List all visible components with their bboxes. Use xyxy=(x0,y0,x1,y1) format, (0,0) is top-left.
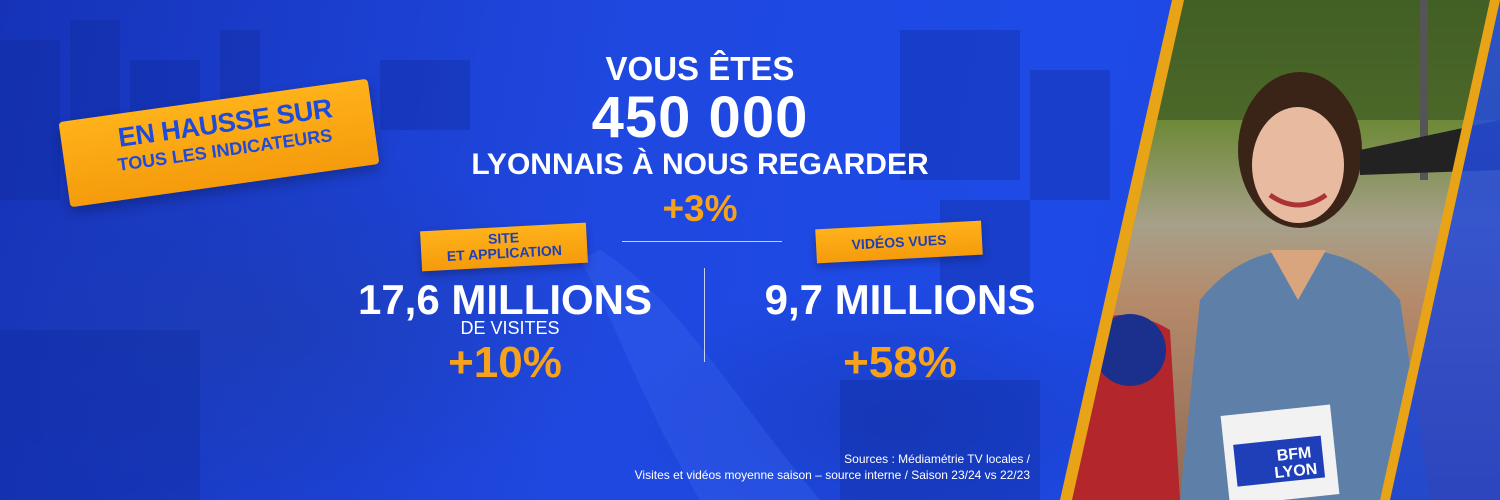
hero-number: 450 000 xyxy=(591,85,809,150)
stat-video-growth: +58% xyxy=(843,338,957,387)
stat-video-value: 9,7 MILLIONS xyxy=(764,276,1036,323)
stat-web-unit: DE VISITES xyxy=(460,318,560,338)
sources-line1: Sources : Médiamétrie TV locales / xyxy=(844,452,1030,466)
hero-growth: +3% xyxy=(662,188,738,229)
divider-horizontal xyxy=(622,241,782,242)
hero-audience: LYONNAIS À NOUS REGARDER xyxy=(471,148,929,181)
city-background xyxy=(0,20,1110,500)
divider-vertical xyxy=(704,268,705,362)
stat-web-growth: +10% xyxy=(448,338,562,387)
hero-intro: VOUS ÊTES xyxy=(605,50,795,87)
stat-web-value: 17,6 MILLIONS xyxy=(357,276,653,323)
sources-line2: Visites et vidéos moyenne saison – sourc… xyxy=(634,468,1030,482)
